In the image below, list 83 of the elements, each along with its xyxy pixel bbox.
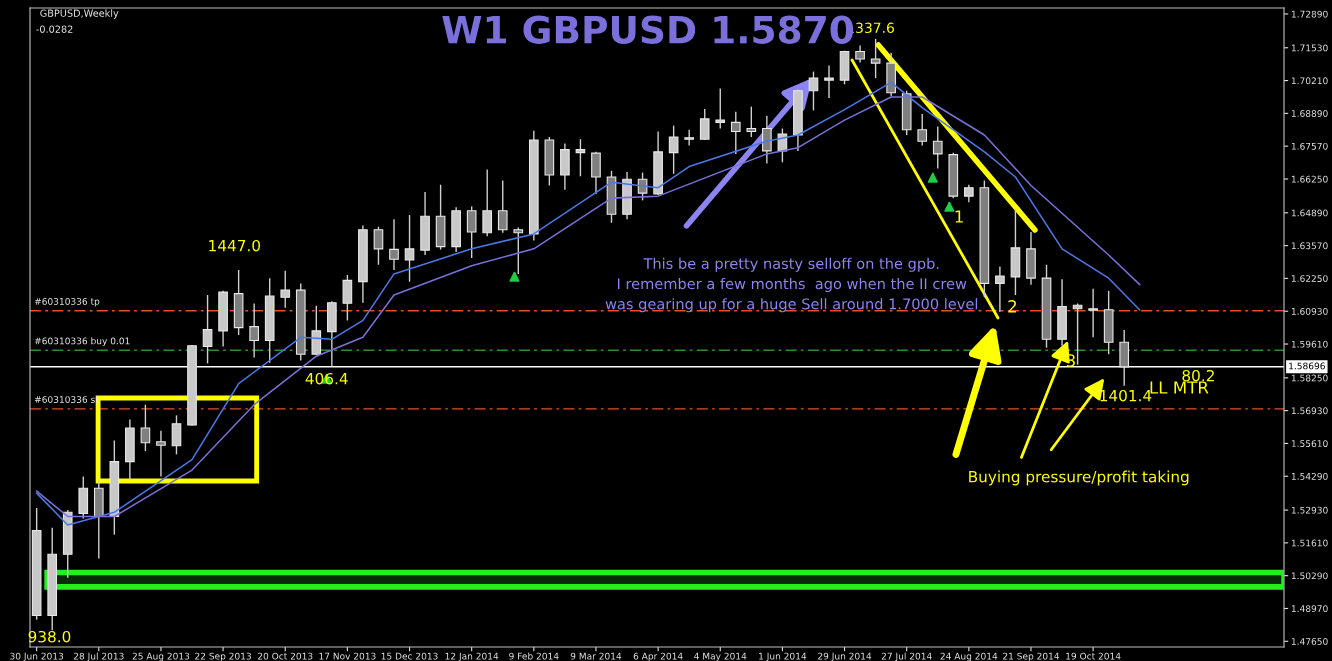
x-tick-label: 24 Aug 2014 [940,652,998,661]
y-tick-label: 1.59610 [1291,340,1328,348]
candlestick [513,226,524,275]
y-tick-label: 1.63570 [1291,242,1328,250]
y-tick-label: 1.51610 [1291,539,1328,547]
ref-line-label: 1.58696 [1289,362,1325,370]
x-tick-label: 30 Jun 2013 [10,652,64,661]
candlestick [932,125,943,170]
ref-line-label: #60310336 tp [34,297,100,307]
annotation: 2 [1008,300,1017,313]
candlestick [684,129,695,147]
x-tick-label: 28 Jul 2013 [73,652,124,661]
chart-title: W1 GBPUSD 1.5870 [442,15,854,44]
x-tick-label: 9 Feb 2014 [509,652,559,660]
y-tick-label: 1.71530 [1291,44,1328,52]
candlestick [824,64,834,99]
y-tick-label: 1.54290 [1291,472,1328,480]
candlestick [808,70,819,112]
candlestick [730,110,741,155]
y-tick-label: 1.52930 [1291,506,1328,514]
candlestick [575,138,586,177]
annotation: This be a pretty nasty selloff on the gpb. I remember a few months ago when the II crew was gearing up for a huge Sell around 1.7000 level [605,257,978,313]
candlestick [389,218,399,271]
candlestick [404,214,415,283]
ref-line-label: #60310336 buy 0.01 [34,337,130,347]
x-tick-label: 21 Sep 2014 [1003,652,1060,661]
y-tick-label: 1.55610 [1291,440,1328,447]
candlestick [373,226,384,266]
y-tick-label: 1.64890 [1291,209,1328,217]
y-tick-label: 1.66250 [1291,175,1328,183]
y-tick-label: 1.67570 [1291,142,1328,150]
x-tick-label: 19 Oct 2014 [1066,652,1121,660]
annotation: 938.0 [28,630,71,643]
candlestick [342,274,353,322]
annotation: 80.2 [1182,369,1214,382]
candlestick [746,105,757,138]
y-tick-label: 1.72890 [1291,10,1328,18]
y-tick-label: 1.62250 [1291,275,1328,282]
y-tick-label: 1.68890 [1291,110,1328,117]
annotation: 1 [955,210,963,223]
x-tick-label: 4 May 2014 [694,652,747,661]
y-tick-label: 1.58250 [1291,374,1328,382]
candlestick [171,414,182,456]
candlestick [1088,288,1098,339]
x-tick-label: 17 Nov 2013 [319,652,376,660]
x-tick-label: 6 Apr 2014 [633,652,683,661]
annotation: 1447.0 [209,239,261,252]
candlestick [202,294,213,365]
candlestick [156,430,166,478]
candlestick [497,179,508,234]
x-tick-label: 12 Jan 2014 [445,652,499,661]
candlestick [699,108,710,141]
candlestick [870,38,881,79]
x-tick-label: 1 Jun 2014 [759,652,807,661]
candlestick [482,168,493,237]
candlestick [249,302,259,359]
candlestick [715,87,726,130]
candlestick [280,270,291,309]
candlestick [591,150,601,195]
candlestick [995,265,1005,313]
x-tick-label: 29 Jun 2014 [818,652,872,661]
candlestick [466,205,477,259]
y-tick-label: 1.70210 [1291,77,1328,85]
candlestick [668,124,679,175]
x-tick-label: 22 Sep 2013 [195,652,251,661]
candlestick [140,403,151,452]
y-tick-label: 1.60930 [1291,307,1328,315]
annotation: Buying pressure/profit taking [969,470,1189,486]
annotation: -0.0282 [36,25,73,33]
candlestick [762,115,772,165]
candlestick [311,305,322,356]
candlestick [917,113,928,147]
y-tick-label: 1.47650 [1291,638,1328,645]
annotation: LL MTR [1150,381,1209,394]
annotation: GBPUSD,Weekly [40,9,119,19]
x-tick-label: 15 Dec 2013 [381,652,438,660]
x-tick-label: 9 Mar 2014 [570,652,622,660]
x-tick-label: 20 Oct 2013 [257,652,313,660]
x-tick-label: 25 Aug 2013 [132,652,190,661]
x-tick-label: 27 Jul 2014 [881,652,932,661]
y-tick-label: 1.56930 [1291,407,1328,415]
y-tick-label: 1.48970 [1291,605,1328,613]
y-tick-label: 1.50290 [1291,572,1328,580]
